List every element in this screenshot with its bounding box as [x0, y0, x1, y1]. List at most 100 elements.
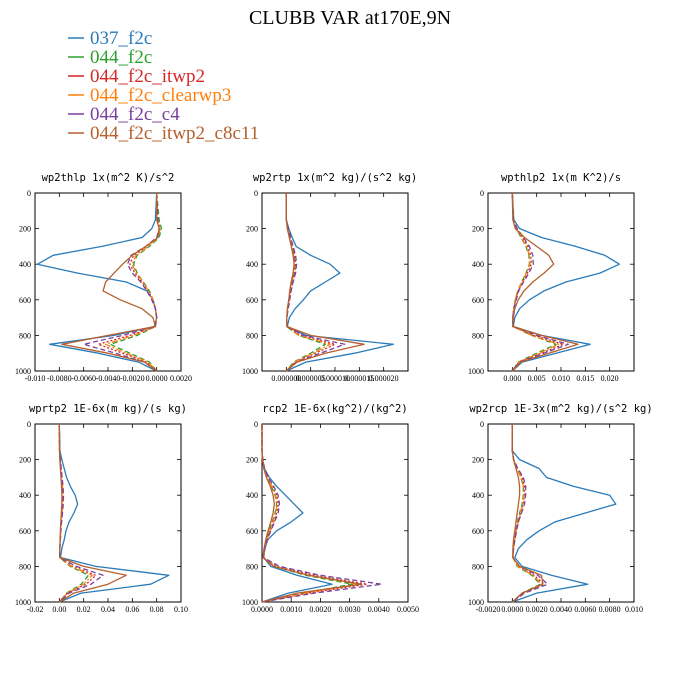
y-tick-label: 200	[246, 456, 258, 465]
y-tick-label: 600	[19, 296, 31, 305]
x-tick-label: 0.0020	[309, 605, 331, 614]
panels: wp2thlp 1x(m^2 K)/s^202004006008001000-0…	[15, 172, 653, 614]
y-tick-label: 1000	[15, 598, 31, 607]
x-tick-label: 0.0030	[339, 605, 361, 614]
x-tick-label: 0.000	[503, 374, 521, 383]
series-line-044_f2c	[109, 192, 163, 372]
y-tick-label: 400	[19, 491, 31, 500]
y-tick-label: 0	[27, 189, 31, 198]
y-tick-label: 0	[27, 420, 31, 429]
y-tick-label: 200	[19, 456, 31, 465]
y-tick-label: 400	[472, 260, 484, 269]
panel-title: wpthlp2 1x(m K^2)/s	[501, 172, 621, 184]
series-line-044_f2c_c4	[83, 192, 160, 372]
y-tick-label: 800	[19, 562, 31, 571]
x-tick-label: 0.0060	[574, 605, 596, 614]
figure-title: CLUBB VAR at170E,9N	[249, 7, 451, 29]
series-line-044_f2c_itwp2_c8c11	[285, 193, 365, 372]
chart-panel-0: wp2thlp 1x(m^2 K)/s^202004006008001000-0…	[15, 172, 192, 383]
legend-label-0: 037_f2c	[90, 28, 152, 49]
y-tick-label: 200	[246, 225, 258, 234]
series-line-044_f2c_c4	[261, 424, 383, 603]
series-line-044_f2c_itwp2_c8c11	[261, 424, 362, 603]
legend-label-5: 044_f2c_itwp2_c8c11	[90, 123, 259, 144]
y-tick-label: 1000	[468, 598, 484, 607]
x-tick-label: -0.0020	[120, 374, 145, 383]
chart-panel-4: rcp2 1E-6x(kg^2)/(kg^2) 0 200 400 600 800 1000…	[242, 403, 419, 614]
x-tick-label: 0.000020	[369, 374, 399, 383]
x-tick-label: -0.0080	[47, 374, 72, 383]
y-tick-label: 600	[472, 296, 484, 305]
x-tick-label: 0.020	[601, 374, 619, 383]
y-tick-label: 1000	[242, 367, 258, 376]
x-tick-label: 0.06	[125, 605, 139, 614]
x-tick-label: 0.0080	[599, 605, 621, 614]
series-line-044_f2c_itwp2_c8c11	[58, 423, 127, 603]
y-tick-label: 200	[472, 225, 484, 234]
series-line-037_f2c	[511, 192, 621, 372]
x-tick-label: -0.02	[27, 605, 44, 614]
y-tick-label: 400	[19, 260, 31, 269]
x-tick-label: 0.0010	[280, 605, 302, 614]
x-tick-label: -0.010	[25, 374, 46, 383]
panel-title: rcp2 1E-6x(kg^2)/(kg^2)	[262, 403, 407, 415]
series-line-044_f2c_clearwp3	[511, 192, 560, 372]
chart-panel-1: wp2rtp 1x(m^2 kg)/(s^2 kg) 0 200 400 600 800 1…	[242, 172, 417, 383]
series-lines	[511, 424, 617, 603]
x-tick-label: 0.02	[77, 605, 91, 614]
y-tick-label: 600	[472, 527, 484, 536]
series-line-044_f2c_itwp2_c8c11	[511, 192, 579, 372]
x-tick-label: 0.000010	[320, 374, 350, 383]
y-tick-label: 0	[254, 420, 258, 429]
x-tick-label: 0.0000	[146, 374, 168, 383]
y-tick-label: 600	[246, 527, 258, 536]
y-tick-label: 0	[480, 420, 484, 429]
series-lines	[511, 192, 621, 372]
panel-title: wp2thlp 1x(m^2 K)/s^2	[42, 172, 175, 184]
y-tick-label: 400	[246, 260, 258, 269]
x-tick-label: 0.010	[552, 374, 570, 383]
chart-panel-5: wp2rcp 1E-3x(m^2 kg)/(s^2 kg) 0 200 400 600 8…	[468, 403, 653, 614]
legend-label-2: 044_f2c_itwp2	[90, 66, 205, 87]
x-tick-label: -0.0040	[96, 374, 121, 383]
series-line-044_f2c_c4	[285, 193, 346, 372]
y-tick-label: 1000	[15, 367, 31, 376]
y-tick-label: 800	[246, 331, 258, 340]
y-tick-label: 800	[19, 331, 31, 340]
x-tick-label: 0.0000	[501, 605, 523, 614]
y-tick-label: 400	[246, 491, 258, 500]
y-tick-label: 0	[254, 189, 258, 198]
legend-label-3: 044_f2c_clearwp3	[90, 85, 231, 106]
x-tick-label: 0.0040	[550, 605, 572, 614]
y-tick-label: 0	[480, 189, 484, 198]
x-tick-label: 0.005	[528, 374, 546, 383]
y-tick-label: 800	[472, 331, 484, 340]
x-tick-label: -0.0060	[71, 374, 96, 383]
y-tick-label: 400	[472, 491, 484, 500]
x-tick-label: 0.015	[576, 374, 594, 383]
series-lines	[36, 192, 163, 372]
series-line-037_f2c	[285, 193, 395, 372]
series-line-037_f2c	[36, 192, 158, 372]
x-tick-label: 0.04	[101, 605, 115, 614]
series-line-037_f2c	[58, 423, 170, 603]
panel-title: wprtp2 1E-6x(m kg)/(s kg)	[29, 403, 187, 415]
series-lines	[285, 193, 395, 372]
x-tick-label: 0.08	[150, 605, 164, 614]
y-tick-label: 1000	[468, 367, 484, 376]
panel-title: wp2rcp 1E-3x(m^2 kg)/(s^2 kg)	[469, 403, 652, 415]
series-line-044_f2c_c4	[511, 192, 569, 372]
series-lines	[261, 424, 383, 603]
x-tick-label: 0.0020	[526, 605, 548, 614]
legend-label-1: 044_f2c	[90, 47, 152, 68]
x-tick-label: -0.0020	[476, 605, 501, 614]
series-line-044_f2c	[511, 192, 557, 372]
x-tick-label: 0.000000	[271, 374, 301, 383]
plot-frame	[261, 423, 409, 603]
series-line-044_f2c_clearwp3	[511, 424, 543, 603]
series-line-037_f2c	[511, 424, 617, 603]
chart-panel-2: wpthlp2 1x(m K^2)/s 0 200 400 600 800 1000 0.00…	[468, 172, 635, 383]
legend-label-4: 044_f2c_c4	[90, 104, 180, 125]
series-line-044_f2c_itwp2_c8c11	[61, 193, 160, 372]
